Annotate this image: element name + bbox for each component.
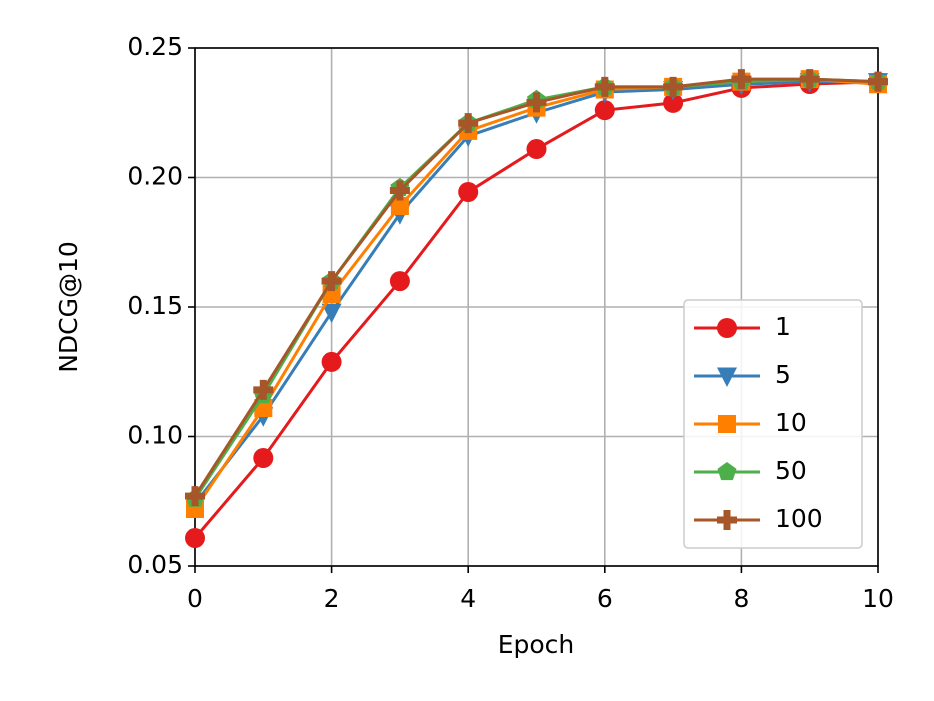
data-point [663, 92, 684, 113]
x-axis-label: Epoch [498, 630, 575, 659]
y-tick-label: 0.10 [127, 421, 183, 450]
data-point [185, 528, 205, 549]
x-tick-label: 6 [597, 584, 613, 613]
data-point [185, 486, 205, 507]
data-point [389, 180, 410, 201]
legend-marker [717, 462, 737, 481]
x-tick-label: 8 [733, 584, 749, 613]
data-point [253, 379, 274, 400]
legend-label: 1 [775, 312, 791, 341]
legend: 1 5 10 50 100 [683, 299, 863, 549]
legend-marker [717, 318, 737, 338]
x-tick-label: 0 [187, 584, 203, 613]
y-tick-label: 0.20 [127, 162, 183, 191]
data-point [253, 447, 274, 468]
data-point [526, 92, 547, 113]
y-tick-label: 0.15 [127, 291, 183, 320]
data-point [321, 303, 342, 324]
data-point [868, 71, 888, 92]
data-point [458, 182, 479, 203]
data-point [321, 271, 342, 292]
data-point [799, 69, 820, 90]
data-point [731, 69, 752, 90]
legend-label: 100 [775, 504, 823, 533]
data-point [594, 76, 615, 97]
data-point [390, 196, 409, 215]
legend-marker [717, 367, 737, 387]
data-point [458, 113, 479, 134]
data-point [389, 271, 410, 292]
data-point [321, 351, 342, 372]
legend-label: 10 [775, 408, 807, 437]
data-point [526, 139, 547, 160]
data-point [663, 76, 684, 97]
y-axis-label: NDCG@10 [54, 241, 83, 373]
data-point [594, 100, 615, 121]
y-tick-label: 0.25 [127, 32, 183, 61]
legend-marker [718, 415, 736, 433]
y-tick-label: 0.05 [127, 550, 183, 579]
x-tick-label: 4 [460, 584, 476, 613]
x-tick-label: 2 [324, 584, 340, 613]
x-tick-label: 10 [862, 584, 894, 613]
legend-box [683, 299, 863, 549]
legend-label: 50 [775, 456, 807, 485]
legend-marker [717, 510, 737, 530]
plot-frame [194, 47, 879, 567]
legend-label: 5 [775, 360, 791, 389]
